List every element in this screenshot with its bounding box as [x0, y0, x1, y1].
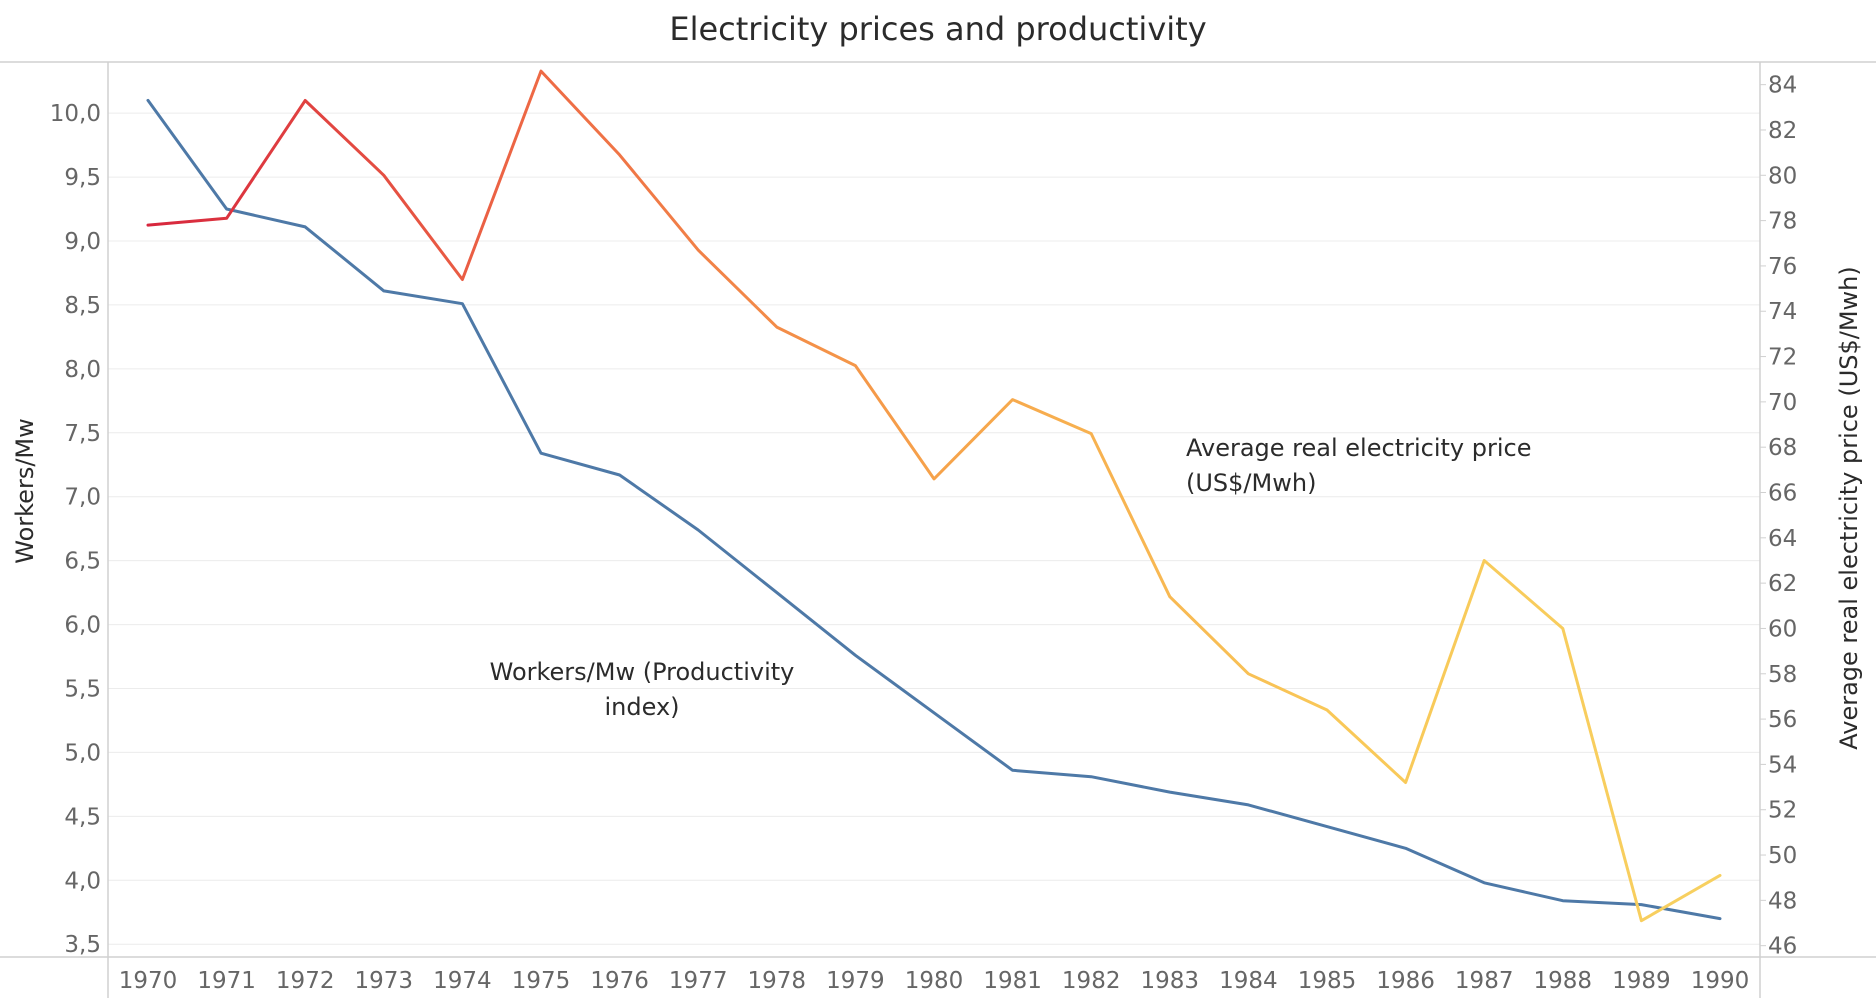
x-tick-label: 1980 — [905, 968, 964, 994]
x-tick-label: 1984 — [1219, 968, 1278, 994]
right-y-axis-title: Average real electricity price (US$/Mwh) — [1835, 266, 1863, 750]
x-tick-label: 1985 — [1298, 968, 1357, 994]
x-tick-label: 1987 — [1455, 968, 1514, 994]
x-tick-label: 1972 — [276, 968, 335, 994]
left-tick-label: 6,0 — [64, 613, 101, 639]
right-tick-label: 64 — [1768, 526, 1797, 552]
left-tick-label: 10,0 — [50, 101, 101, 127]
x-tick-label: 1988 — [1534, 968, 1593, 994]
right-tick-label: 76 — [1768, 254, 1797, 280]
price-series-annotation-line1: Average real electricity price — [1186, 434, 1531, 462]
right-tick-label: 66 — [1768, 481, 1797, 507]
right-y-axis-ticks: 84 82 80 78 76 74 72 70 68 66 64 62 60 58 56 54 52 50 48 46 — [1760, 73, 1797, 960]
right-tick-label: 74 — [1768, 299, 1797, 325]
left-tick-label: 8,5 — [64, 293, 101, 319]
left-tick-label: 7,5 — [64, 421, 101, 447]
price-series-annotation-line2: (US$/Mwh) — [1186, 469, 1316, 497]
left-tick-label: 5,5 — [64, 677, 101, 703]
x-tick-label: 1982 — [1062, 968, 1121, 994]
plot-frame — [0, 61, 1876, 998]
right-tick-label: 54 — [1768, 752, 1797, 778]
x-tick-label: 1990 — [1691, 968, 1750, 994]
x-tick-label: 1983 — [1141, 968, 1200, 994]
left-tick-label: 9,0 — [64, 229, 101, 255]
x-tick-label: 1989 — [1612, 968, 1671, 994]
productivity-series-annotation-line2: index) — [604, 693, 679, 721]
price-series-line — [146, 69, 1722, 923]
productivity-series-line — [146, 98, 1722, 921]
x-tick-label: 1979 — [826, 968, 885, 994]
chart-title: Electricity prices and productivity — [669, 10, 1206, 48]
right-tick-label: 50 — [1768, 843, 1797, 869]
x-tick-label: 1986 — [1376, 968, 1435, 994]
right-tick-label: 68 — [1768, 435, 1797, 461]
series-lines — [146, 69, 1722, 923]
right-tick-label: 62 — [1768, 571, 1797, 597]
x-tick-label: 1973 — [355, 968, 414, 994]
x-tick-label: 1970 — [119, 968, 178, 994]
right-tick-label: 60 — [1768, 616, 1797, 642]
right-tick-label: 46 — [1768, 934, 1797, 960]
x-tick-label: 1974 — [433, 968, 492, 994]
right-tick-label: 80 — [1768, 163, 1797, 189]
productivity-series-annotation-line1: Workers/Mw (Productivity — [490, 658, 795, 686]
right-tick-label: 70 — [1768, 390, 1797, 416]
left-y-axis-ticks: 10,0 9,5 9,0 8,5 8,0 7,5 7,0 6,5 6,0 5,5 5,0 4,5 4,0… — [50, 101, 101, 958]
x-tick-label: 1981 — [983, 968, 1042, 994]
left-y-axis-title: Workers/Mw — [11, 418, 39, 563]
left-tick-label: 6,5 — [64, 549, 101, 575]
left-tick-label: 3,5 — [64, 932, 101, 958]
right-tick-label: 84 — [1768, 73, 1797, 99]
left-tick-label: 4,0 — [64, 868, 101, 894]
right-tick-label: 52 — [1768, 798, 1797, 824]
x-tick-label: 1978 — [748, 968, 807, 994]
right-tick-label: 48 — [1768, 888, 1797, 914]
right-tick-label: 72 — [1768, 345, 1797, 371]
x-tick-label: 1975 — [512, 968, 571, 994]
right-tick-label: 58 — [1768, 662, 1797, 688]
x-tick-label: 1976 — [590, 968, 649, 994]
right-tick-label: 56 — [1768, 707, 1797, 733]
x-axis-ticks: 1970 1971 1972 1973 1974 1975 1976 1977 1978 1979… — [119, 968, 1750, 994]
right-tick-label: 78 — [1768, 209, 1797, 235]
left-tick-label: 9,5 — [64, 165, 101, 191]
right-tick-label: 82 — [1768, 118, 1797, 144]
left-tick-label: 8,0 — [64, 357, 101, 383]
left-tick-label: 4,5 — [64, 804, 101, 830]
left-tick-label: 7,0 — [64, 485, 101, 511]
x-tick-label: 1971 — [197, 968, 256, 994]
gridlines — [108, 112, 1760, 945]
x-tick-label: 1977 — [669, 968, 728, 994]
left-tick-label: 5,0 — [64, 740, 101, 766]
